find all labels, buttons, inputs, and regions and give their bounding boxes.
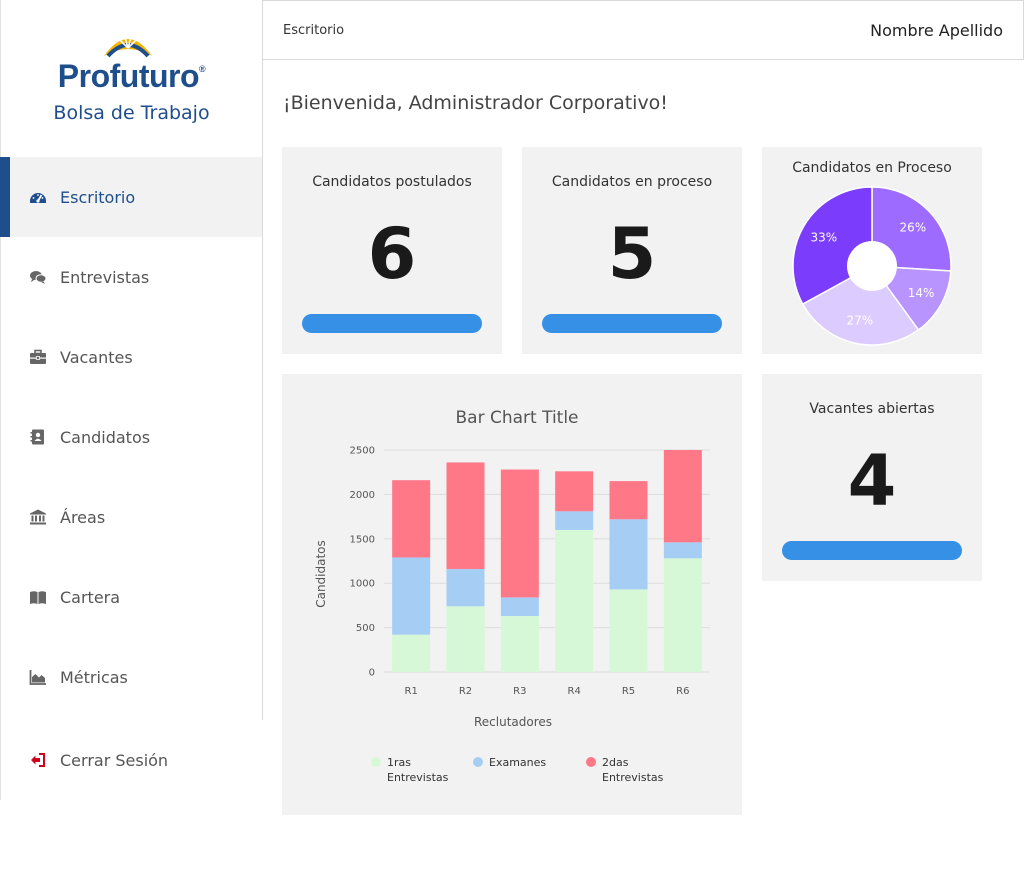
bar-segment[interactable] [500,597,539,617]
brand-subtitle: Bolsa de Trabajo [53,102,210,124]
comments-icon [29,268,47,286]
bar-segment[interactable] [446,568,485,607]
x-axis-label: Reclutadores [474,715,552,729]
bar-segment[interactable] [500,616,539,672]
pie-chart: Candidatos en Proceso 26% 14% 27% 33% [792,160,952,346]
bar-segment[interactable] [663,450,702,543]
bar-segment[interactable] [609,589,648,672]
x-tick-label: R4 [568,686,581,697]
pie-slice-label: 14% [908,286,935,300]
logout-label: Cerrar Sesión [60,750,169,770]
sidebar-item-entrevistas[interactable]: Entrevistas [0,237,262,317]
progress-bar [782,541,962,560]
sidebar-item-metricas[interactable]: Métricas [0,637,262,717]
y-tick-label: 2000 [350,490,375,501]
bar-segment[interactable] [663,542,702,559]
pie-slice[interactable] [870,265,952,331]
sidebar: Profuturo® Bolsa de Trabajo Escritorio E… [0,0,263,800]
dashboard-icon [29,188,47,206]
x-tick-label: R5 [622,686,635,697]
bar-segment[interactable] [392,634,431,672]
legend-swatch [586,757,596,767]
pie-slice[interactable] [871,186,952,272]
institution-icon [29,508,47,526]
card-vacantes-abiertas: Vacantes abiertas 4 [762,374,982,581]
sidebar-item-label: Cartera [60,587,121,607]
y-axis-label: Candidatos [314,540,328,608]
sidebar-item-label: Métricas [60,667,128,687]
bar-segment[interactable] [555,471,594,512]
sidebar-item-label: Vacantes [60,347,133,367]
x-tick-label: R6 [676,686,689,697]
pie-title: Candidatos en Proceso [792,160,952,176]
card-value: 6 [367,213,417,295]
bar-segment[interactable] [663,558,702,672]
pie-slice-label: 33% [810,230,837,244]
y-tick-label: 1500 [350,534,375,545]
legend-label[interactable]: 1ras Entrevistas [387,756,449,784]
card-title: Vacantes abiertas [809,401,935,417]
user-name[interactable]: Nombre Apellido [870,21,1003,40]
sidebar-edge [0,0,1,800]
sidebar-item-vacantes[interactable]: Vacantes [0,317,262,397]
legend-swatch [371,757,381,767]
sidebar-item-cartera[interactable]: Cartera [0,557,262,637]
sidebar-item-escritorio[interactable]: Escritorio [0,157,262,237]
sidebar-item-label: Candidatos [60,427,151,447]
bar-segment[interactable] [609,519,648,590]
donut-hole [847,241,897,291]
sidebar-divider [262,0,263,720]
progress-bar [542,314,722,333]
logo[interactable]: Profuturo® Bolsa de Trabajo [0,0,263,156]
legend-swatch [473,757,483,767]
card-value: 4 [847,440,897,522]
sidebar-item-label: Áreas [60,507,106,527]
brand-name: Profuturo® [57,58,206,94]
bar-segment[interactable] [555,529,594,672]
pie-slice[interactable] [801,265,920,346]
y-tick-label: 0 [369,668,375,679]
sidebar-item-label: Entrevistas [60,267,150,287]
sun-logo-icon [104,26,152,58]
bar-segment[interactable] [446,606,485,672]
bar-chart: Bar Chart Title Reclutadores Candidatos … [314,408,710,784]
card-title: Candidatos postulados [312,174,472,190]
area-chart-icon [29,668,47,686]
card-title: Candidatos en proceso [551,174,713,190]
book-icon [29,588,47,606]
bar-segment[interactable] [609,481,648,520]
x-tick-label: R2 [459,686,472,697]
x-tick-label: R3 [513,686,526,697]
breadcrumb[interactable]: Escritorio [283,23,345,38]
x-tick-label: R1 [405,686,418,697]
pie-slice-label: 27% [846,314,873,328]
logout-button[interactable]: Cerrar Sesión [0,720,262,800]
sign-out-icon [29,751,47,769]
contact-card-icon [29,428,47,446]
sidebar-item-candidatos[interactable]: Candidatos [0,397,262,477]
bar-segment[interactable] [555,511,594,530]
y-tick-label: 2500 [350,446,375,457]
bar-segment[interactable] [446,462,485,569]
bar-segment[interactable] [392,480,431,558]
y-tick-label: 1000 [350,579,375,590]
card-value: 5 [607,213,657,295]
bar-chart-title: Bar Chart Title [455,408,578,428]
progress-bar [302,314,482,333]
top-bar: Escritorio Nombre Apellido [263,0,1024,60]
card-candidatos-postulados: Candidatos postulados 6 [282,147,502,354]
pie-slice-label: 26% [899,221,926,235]
sidebar-item-areas[interactable]: Áreas [0,477,262,557]
y-tick-label: 500 [356,623,375,634]
sidebar-item-label: Escritorio [60,187,136,207]
bar-segment[interactable] [500,469,539,598]
briefcase-icon [29,348,47,366]
card-candidatos-proceso: Candidatos en proceso 5 [522,147,742,354]
legend-label[interactable]: Examanes [489,756,546,769]
legend-label[interactable]: 2das Entrevistas [602,756,664,784]
welcome-heading: ¡Bienvenida, Administrador Corporativo! [283,92,668,114]
bar-segment[interactable] [392,557,431,635]
card-pie-chart: Candidatos en Proceso 26% 14% 27% 33% [762,147,982,354]
card-bar-chart: Bar Chart Title Reclutadores Candidatos … [282,374,742,815]
